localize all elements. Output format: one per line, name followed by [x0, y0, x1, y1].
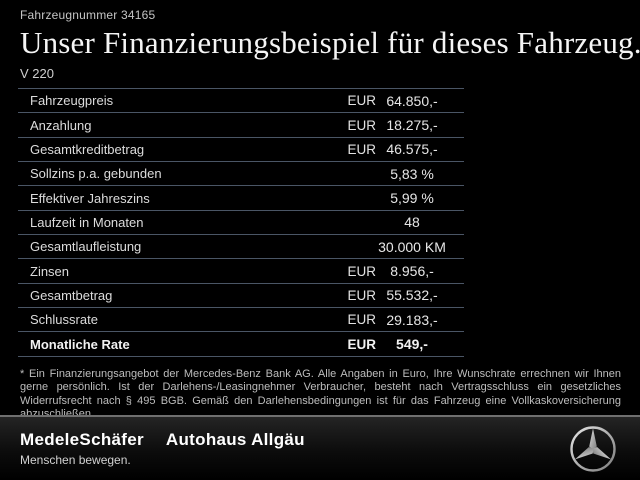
row-value: 29.183,- [386, 311, 438, 328]
row-value: 30.000 KM [378, 238, 446, 255]
row-currency: EUR [347, 141, 376, 157]
row-label: Monatliche Rate [30, 336, 130, 352]
table-row: Gesamtbetrag EUR 55.532,- [18, 284, 464, 309]
table-row: Gesamtkreditbetrag EUR 46.575,- [18, 138, 464, 163]
mercedes-star-icon [569, 425, 617, 473]
row-value: 18.275,- [386, 117, 438, 134]
row-value: 55.532,- [386, 287, 438, 304]
table-row: Sollzins p.a. gebunden 5,83 % [18, 162, 464, 187]
row-label: Schlussrate [30, 312, 98, 328]
table-row: Gesamtlaufleistung 30.000 KM [18, 235, 464, 260]
page-title: Unser Finanzierungsbeispiel für dieses F… [20, 25, 640, 60]
dealer-block: MedeleSchäfer Autohaus Allgäu Menschen b… [0, 430, 305, 467]
table-row: Anzahlung EUR 18.275,- [18, 113, 464, 138]
row-label: Sollzins p.a. gebunden [30, 166, 162, 182]
dealer-logo-autohaus-allgaeu: Autohaus Allgäu [165, 430, 305, 449]
row-currency: EUR [347, 93, 376, 109]
table-row: Schlussrate EUR 29.183,- [18, 308, 464, 333]
row-label: Gesamtkreditbetrag [30, 141, 145, 157]
row-currency: EUR [347, 263, 376, 279]
row-label: Anzahlung [30, 117, 92, 133]
row-label: Gesamtbetrag [30, 287, 113, 303]
header: Fahrzeugnummer 34165 Unser Finanzierungs… [0, 0, 640, 81]
row-value: 5,99 % [390, 190, 434, 207]
dealer-logo-medele-schaefer: MedeleSchäfer [20, 430, 144, 449]
table-row: Zinsen EUR 8.956,- [18, 259, 464, 284]
row-value: 5,83 % [390, 165, 434, 182]
table-row: Effektiver Jahreszins 5,99 % [18, 186, 464, 211]
row-currency: EUR [347, 336, 376, 352]
row-value: 46.575,- [386, 141, 438, 158]
footer: MedeleSchäfer Autohaus Allgäu Menschen b… [0, 415, 640, 480]
row-label: Fahrzeugpreis [30, 93, 114, 109]
row-label: Laufzeit in Monaten [30, 214, 144, 230]
row-value: 8.956,- [390, 263, 434, 280]
table-row: Fahrzeugpreis EUR 64.850,- [18, 89, 464, 114]
dealer-tagline: Menschen bewegen. [20, 453, 131, 467]
row-label: Effektiver Jahreszins [30, 190, 150, 206]
row-value: 549,- [396, 336, 428, 353]
financing-table: Fahrzeugpreis EUR 64.850,- Anzahlung EUR… [18, 88, 464, 357]
row-currency: EUR [347, 312, 376, 328]
row-currency: EUR [347, 287, 376, 303]
row-value: 64.850,- [386, 92, 438, 109]
table-row: Laufzeit in Monaten 48 [18, 211, 464, 236]
row-currency: EUR [347, 117, 376, 133]
legal-footnote: * Ein Finanzierungsangebot der Mercedes-… [20, 367, 621, 421]
vehicle-number: Fahrzeugnummer 34165 [20, 8, 156, 22]
row-label: Gesamtlaufleistung [30, 239, 142, 255]
vehicle-model: V 220 [20, 66, 54, 81]
row-value: 48 [404, 214, 420, 231]
row-label: Zinsen [30, 263, 70, 279]
table-row-monthly-rate: Monatliche Rate EUR 549,- [18, 332, 464, 357]
